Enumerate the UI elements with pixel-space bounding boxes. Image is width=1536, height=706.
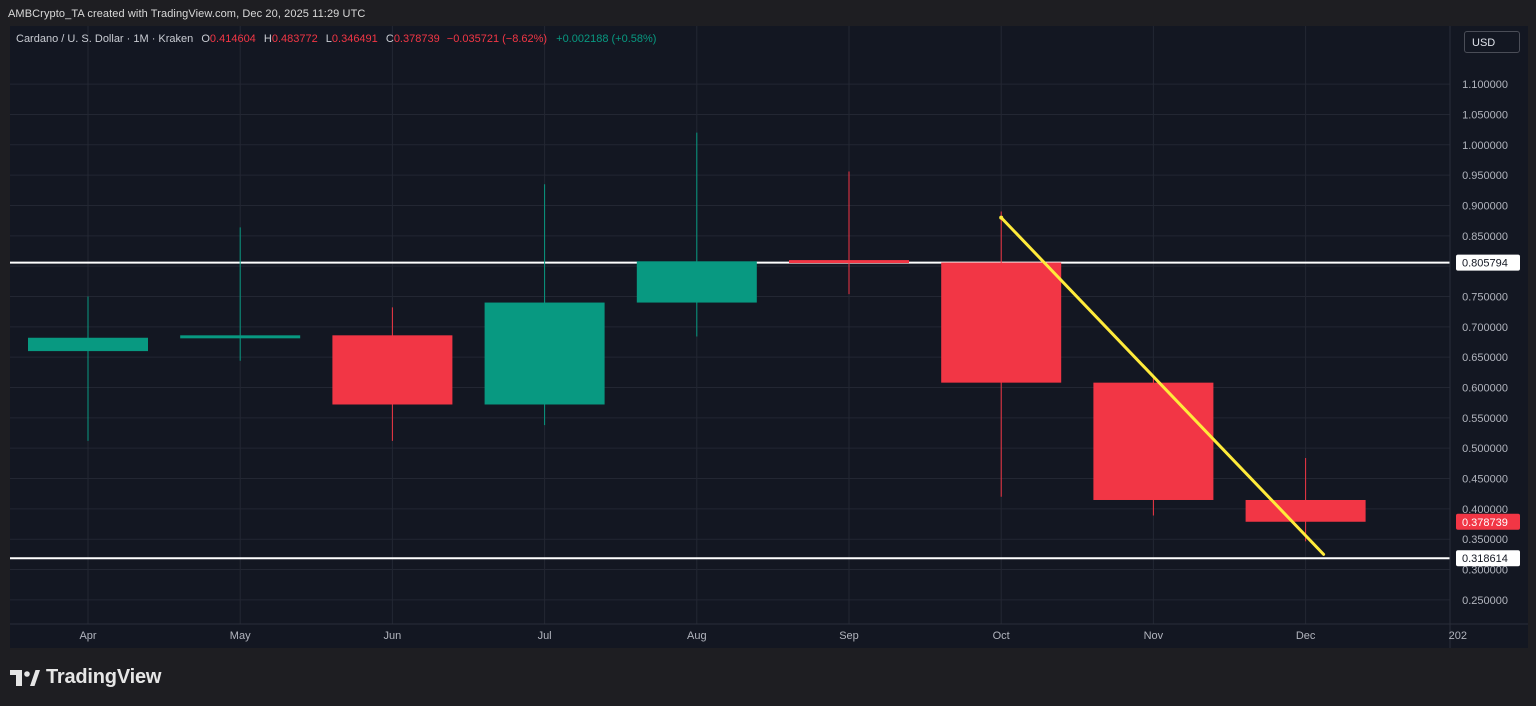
chart-caption: AMBCrypto_TA created with TradingView.co… bbox=[8, 8, 366, 20]
trendline-layer bbox=[999, 215, 1326, 556]
level-label-box bbox=[1456, 254, 1520, 271]
open-value: 0.414604 bbox=[209, 33, 256, 45]
last-price-box bbox=[1456, 513, 1520, 530]
candle-body bbox=[941, 262, 1062, 383]
high-value: 0.483772 bbox=[271, 33, 318, 45]
candle-body bbox=[180, 335, 301, 339]
symbol-legend: Cardano / U. S. Dollar · 1M · Kraken O0.… bbox=[16, 33, 656, 45]
tradingview-wordmark: TradingView bbox=[46, 666, 162, 688]
x-tick-label: Apr bbox=[79, 630, 96, 642]
y-tick-label: 0.750000 bbox=[1462, 291, 1508, 303]
open-label: O bbox=[201, 33, 210, 45]
y-tick-label: 0.300000 bbox=[1462, 565, 1508, 577]
x-tick-label: Nov bbox=[1144, 630, 1164, 642]
extra-change-value: +0.002188 (+0.58%) bbox=[556, 33, 657, 45]
x-tick-label: Oct bbox=[993, 630, 1010, 642]
y-tick-label: 0.350000 bbox=[1462, 534, 1508, 546]
candle-may bbox=[180, 227, 301, 361]
x-tick-label: May bbox=[230, 630, 251, 642]
y-tick-label: 0.500000 bbox=[1462, 443, 1508, 455]
y-tick-label: 0.600000 bbox=[1462, 383, 1508, 395]
y-tick-label: 0.550000 bbox=[1462, 413, 1508, 425]
high-label: H bbox=[263, 33, 272, 45]
candle-body bbox=[1093, 382, 1214, 500]
y-tick-label: 0.250000 bbox=[1462, 595, 1508, 607]
level-label-box bbox=[1456, 550, 1520, 567]
y-tick-label: 0.400000 bbox=[1462, 504, 1508, 516]
x-tick-label: Sep bbox=[839, 630, 859, 642]
time-axis: Apr May Jun Jul Aug Sep Oct Nov Dec 202 bbox=[79, 630, 1467, 642]
trendline bbox=[999, 216, 1326, 556]
y-tick-label: 1.100000 bbox=[1462, 79, 1508, 91]
x-tick-label: Jun bbox=[384, 630, 402, 642]
x-tick-label: 202 bbox=[1449, 630, 1467, 642]
candle-aug bbox=[636, 132, 757, 337]
symbol-name: Cardano / U. S. Dollar · 1M · Kraken bbox=[16, 33, 194, 45]
currency-button[interactable]: USD bbox=[1464, 31, 1520, 53]
y-tick-label: 1.000000 bbox=[1462, 140, 1508, 152]
low-value: 0.346491 bbox=[331, 33, 378, 45]
x-tick-label: Aug bbox=[687, 630, 707, 642]
tradingview-logo-icon bbox=[10, 669, 40, 686]
y-tick-label: 0.950000 bbox=[1462, 170, 1508, 182]
candle-body bbox=[332, 335, 453, 405]
close-label: C bbox=[385, 33, 394, 45]
x-tick-label: Jul bbox=[538, 630, 552, 642]
candle-jun bbox=[332, 307, 453, 441]
tradingview-logo: TradingView bbox=[10, 666, 161, 689]
close-value: 0.378739 bbox=[393, 33, 440, 45]
price-axis: 1.100000 1.050000 1.000000 0.950000 0.900000… bbox=[10, 26, 1528, 648]
candle-body bbox=[789, 260, 909, 264]
y-tick-label: 1.050000 bbox=[1462, 109, 1508, 121]
candles bbox=[28, 132, 1366, 542]
chart-panel[interactable]: 1.100000 1.050000 1.000000 0.950000 0.900000… bbox=[10, 26, 1528, 648]
x-tick-label: Dec bbox=[1296, 630, 1316, 642]
trendline-anchor bbox=[999, 215, 1004, 220]
candle-body bbox=[484, 302, 605, 405]
y-tick-label: 0.850000 bbox=[1462, 231, 1508, 243]
candle-jul bbox=[484, 184, 605, 426]
change-value: −0.035721 (−8.62%) bbox=[446, 33, 548, 45]
candle-body bbox=[28, 337, 148, 352]
level-label: 0.318614 bbox=[1462, 553, 1508, 565]
y-tick-label: 0.700000 bbox=[1462, 322, 1508, 334]
candle-nov bbox=[1093, 376, 1214, 516]
level-label: 0.805794 bbox=[1462, 258, 1508, 270]
candlestick-chart[interactable]: 1.100000 1.050000 1.000000 0.950000 0.900000… bbox=[10, 26, 1528, 648]
candle-body bbox=[1245, 499, 1366, 522]
last-price-label: 0.378739 bbox=[1462, 517, 1508, 529]
candle-sep bbox=[789, 171, 909, 295]
y-tick-label: 0.450000 bbox=[1462, 474, 1508, 486]
y-tick-label: 0.650000 bbox=[1462, 352, 1508, 364]
candle-apr bbox=[28, 296, 148, 441]
y-tick-label: 0.900000 bbox=[1462, 200, 1508, 212]
low-label: L bbox=[325, 33, 332, 45]
candle-body bbox=[636, 261, 757, 303]
candle-oct bbox=[941, 211, 1062, 497]
